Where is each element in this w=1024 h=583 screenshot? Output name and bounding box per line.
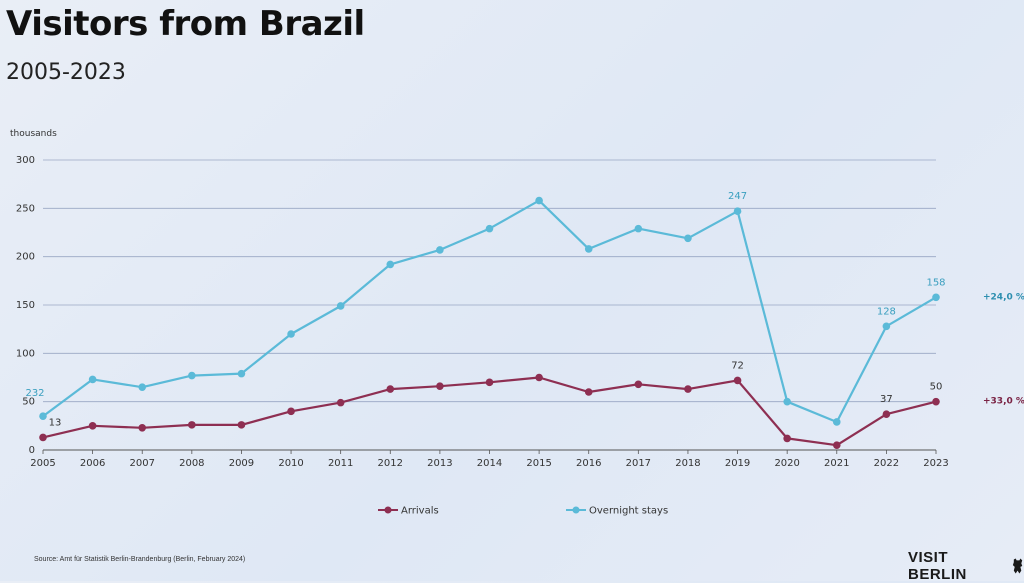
data-point-arrivals-2009 <box>237 421 246 429</box>
legend-label-overnight-stays: Overnight stays <box>589 506 668 517</box>
data-point-arrivals-2010 <box>287 407 295 416</box>
source-note: Source: Amt für Statistik Berlin-Branden… <box>34 556 246 563</box>
data-point-arrivals-2011 <box>336 398 345 407</box>
x-tick-2022: 2022 <box>874 458 899 469</box>
data-point-arrivals-2021 <box>832 441 841 449</box>
data-point-arrivals-2013 <box>436 382 444 391</box>
y-tick-250: 250 <box>16 203 35 214</box>
data-point-overnight-stays-2016 <box>584 245 593 253</box>
y-axis-label: thousands <box>10 129 57 139</box>
logo-text: VISIT BERLIN <box>908 549 967 583</box>
data-labels: 232 13 247 72 128 158 37 50 +24,0 % +33,0 % <box>25 191 1024 428</box>
data-point-arrivals-2018 <box>684 385 692 393</box>
x-tick-2008: 2008 <box>179 458 204 469</box>
data-point-overnight-stays-2009 <box>237 369 246 378</box>
data-point-overnight-stays-2020 <box>783 397 791 406</box>
data-label-1-17: 128 <box>877 306 896 317</box>
data-point-overnight-stays-2014 <box>485 224 494 233</box>
x-tick-2007: 2007 <box>129 458 154 469</box>
change-label-1: +24,0 % <box>983 292 1024 302</box>
data-point-arrivals-2023 <box>932 397 940 406</box>
data-point-overnight-stays-2021 <box>832 418 841 426</box>
x-tick-2013: 2013 <box>427 458 452 469</box>
data-label-0-0: 13 <box>49 417 62 428</box>
data-point-overnight-stays-2007 <box>138 383 147 391</box>
x-tick-2017: 2017 <box>626 458 651 469</box>
change-label-0: +33,0 % <box>983 397 1024 407</box>
data-point-overnight-stays-2011 <box>336 302 345 310</box>
data-point-overnight-stays-2022 <box>882 322 891 331</box>
data-point-overnight-stays-2005 <box>39 412 47 420</box>
y-tick-50: 50 <box>22 397 35 408</box>
legend: Arrivals Overnight stays <box>378 506 668 517</box>
x-tick-2014: 2014 <box>477 458 502 469</box>
data-point-arrivals-2020 <box>783 434 791 443</box>
data-label-1-0: 232 <box>25 388 44 399</box>
x-tick-2010: 2010 <box>278 458 303 469</box>
series-line-overnight-stays <box>42 199 937 424</box>
data-point-arrivals-2008 <box>188 421 196 429</box>
legend-marker-arrivals <box>384 506 392 514</box>
berlin-bear-icon <box>1012 558 1023 574</box>
legend-marker-overnight-stays <box>572 506 580 514</box>
legend-label-arrivals: Arrivals <box>401 506 439 517</box>
data-point-arrivals-2019 <box>733 376 742 385</box>
data-label-0-17: 37 <box>880 394 893 405</box>
x-tick-2005: 2005 <box>30 458 55 469</box>
data-point-overnight-stays-2008 <box>188 371 196 380</box>
x-tick-2023: 2023 <box>923 458 948 469</box>
chart-title: Visitors from Brazil <box>6 4 365 44</box>
x-tick-2020: 2020 <box>774 458 799 469</box>
data-point-overnight-stays-2019 <box>733 207 742 216</box>
data-point-overnight-stays-2012 <box>386 260 395 269</box>
data-point-arrivals-2006 <box>88 422 97 430</box>
data-label-1-14: 247 <box>728 191 747 202</box>
data-point-overnight-stays-2013 <box>436 246 444 254</box>
data-point-arrivals-2015 <box>535 373 543 382</box>
data-point-arrivals-2007 <box>138 423 147 432</box>
data-point-arrivals-2014 <box>485 378 494 387</box>
y-tick-200: 200 <box>16 252 35 263</box>
series-lines <box>39 196 940 449</box>
x-tick-labels: 2005 2006 2007 2008 2009 2010 2011 2012 2013 2014… <box>30 450 949 469</box>
data-point-overnight-stays-2006 <box>88 375 97 384</box>
data-point-arrivals-2005 <box>39 433 47 442</box>
chart-subtitle: 2005-2023 <box>6 60 126 85</box>
data-point-arrivals-2022 <box>882 410 891 419</box>
data-point-arrivals-2017 <box>634 380 643 389</box>
data-point-overnight-stays-2023 <box>932 293 940 302</box>
y-tick-300: 300 <box>16 155 35 166</box>
x-tick-2012: 2012 <box>378 458 403 469</box>
visit-berlin-logo: VISIT BERLIN <box>908 549 1024 583</box>
x-tick-2009: 2009 <box>229 458 254 469</box>
x-tick-2016: 2016 <box>576 458 601 469</box>
x-tick-2015: 2015 <box>526 458 551 469</box>
data-point-overnight-stays-2010 <box>287 330 295 338</box>
data-point-arrivals-2016 <box>584 388 593 396</box>
data-point-overnight-stays-2017 <box>634 224 643 233</box>
y-tick-100: 100 <box>16 348 35 359</box>
x-tick-2018: 2018 <box>675 458 700 469</box>
data-label-0-18: 50 <box>930 382 943 393</box>
y-tick-150: 150 <box>16 300 35 311</box>
x-tick-2019: 2019 <box>725 458 750 469</box>
data-label-0-14: 72 <box>731 360 744 371</box>
x-tick-2021: 2021 <box>824 458 849 469</box>
grid-lines <box>43 159 936 451</box>
data-label-1-18: 158 <box>926 277 945 288</box>
y-tick-0: 0 <box>29 445 35 456</box>
y-tick-labels: 0 50 100 150 200 250 300 <box>16 155 35 456</box>
series-line-arrivals <box>42 376 937 447</box>
data-point-overnight-stays-2018 <box>684 234 692 243</box>
data-point-overnight-stays-2015 <box>535 196 543 205</box>
data-point-arrivals-2012 <box>386 385 395 393</box>
x-tick-2006: 2006 <box>80 458 105 469</box>
x-tick-2011: 2011 <box>328 458 353 469</box>
